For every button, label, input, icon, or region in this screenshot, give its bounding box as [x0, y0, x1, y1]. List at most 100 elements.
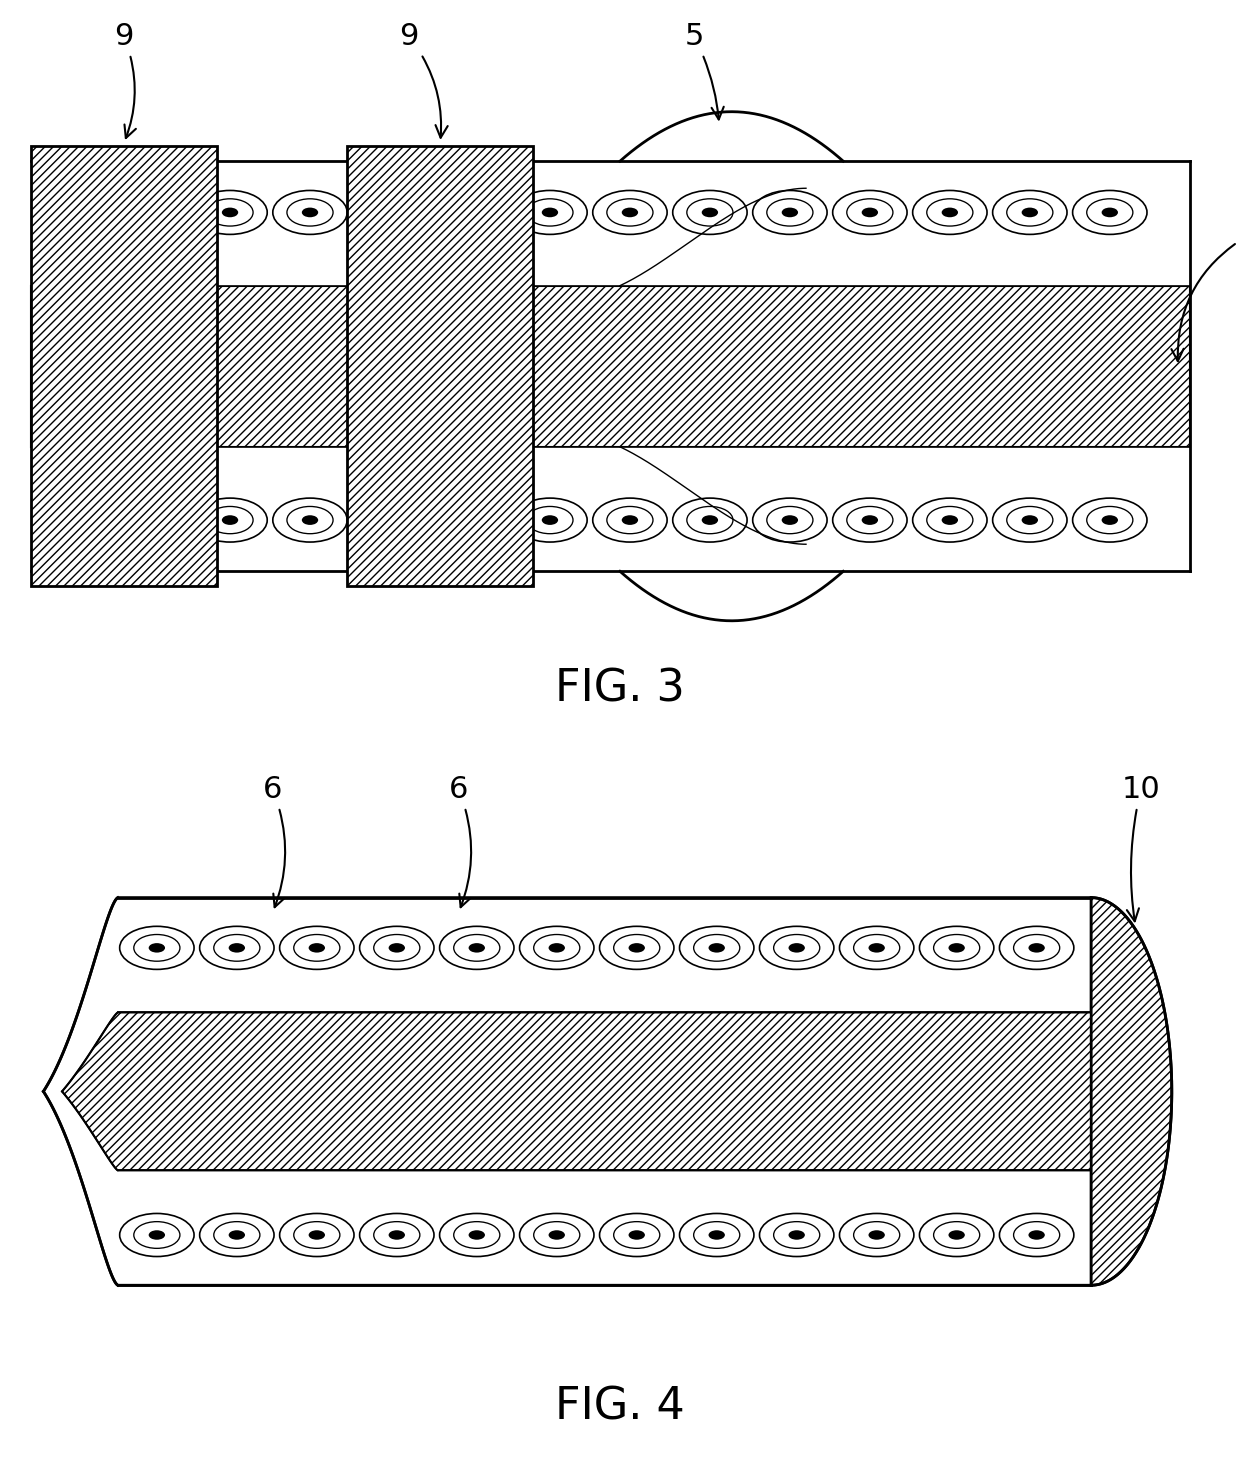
Circle shape	[120, 1213, 193, 1257]
Circle shape	[926, 507, 973, 533]
Circle shape	[141, 516, 159, 524]
Circle shape	[853, 1222, 900, 1248]
Circle shape	[469, 1231, 485, 1239]
Circle shape	[1022, 516, 1038, 524]
Circle shape	[789, 1231, 805, 1239]
Bar	[31, 286, 1190, 447]
Text: FIG. 3: FIG. 3	[556, 668, 684, 711]
Bar	[31, 146, 217, 586]
Circle shape	[759, 1213, 835, 1257]
Circle shape	[941, 516, 959, 524]
Circle shape	[759, 926, 835, 970]
Circle shape	[934, 1222, 980, 1248]
Circle shape	[533, 935, 580, 961]
Circle shape	[388, 1231, 405, 1239]
Circle shape	[47, 507, 93, 533]
Circle shape	[702, 516, 718, 524]
Circle shape	[949, 1231, 965, 1239]
Circle shape	[1013, 1222, 1060, 1248]
Circle shape	[520, 1213, 594, 1257]
Circle shape	[382, 208, 398, 217]
Circle shape	[120, 926, 193, 970]
Circle shape	[600, 1213, 675, 1257]
Circle shape	[461, 208, 479, 217]
Circle shape	[222, 516, 238, 524]
Circle shape	[193, 498, 268, 542]
Polygon shape	[62, 1012, 1091, 1171]
Text: 9: 9	[399, 22, 448, 138]
Circle shape	[621, 516, 639, 524]
Circle shape	[286, 199, 334, 226]
Circle shape	[593, 190, 667, 234]
Circle shape	[388, 943, 405, 952]
Circle shape	[461, 516, 479, 524]
Circle shape	[672, 190, 746, 234]
Circle shape	[941, 208, 959, 217]
Circle shape	[446, 507, 494, 533]
Circle shape	[360, 1213, 434, 1257]
Circle shape	[614, 935, 660, 961]
Circle shape	[149, 943, 165, 952]
Circle shape	[1086, 199, 1133, 226]
Circle shape	[149, 1231, 165, 1239]
Circle shape	[200, 926, 274, 970]
Circle shape	[766, 507, 813, 533]
Circle shape	[62, 516, 78, 524]
Circle shape	[200, 1213, 274, 1257]
Circle shape	[62, 208, 78, 217]
Circle shape	[527, 199, 573, 226]
Circle shape	[920, 1213, 994, 1257]
Circle shape	[360, 926, 434, 970]
Circle shape	[702, 208, 718, 217]
Circle shape	[853, 935, 900, 961]
Circle shape	[228, 1231, 246, 1239]
Circle shape	[373, 935, 420, 961]
Text: 7: 7	[1172, 220, 1240, 362]
Circle shape	[629, 1231, 645, 1239]
Circle shape	[542, 208, 558, 217]
Circle shape	[548, 943, 565, 952]
Circle shape	[542, 516, 558, 524]
Circle shape	[222, 208, 238, 217]
Circle shape	[1073, 498, 1147, 542]
Bar	[347, 146, 533, 586]
Circle shape	[926, 199, 973, 226]
Circle shape	[353, 498, 427, 542]
Circle shape	[913, 498, 987, 542]
Circle shape	[141, 208, 159, 217]
Circle shape	[273, 190, 347, 234]
Circle shape	[113, 190, 187, 234]
Text: 9: 9	[114, 22, 136, 138]
Circle shape	[1086, 507, 1133, 533]
Circle shape	[280, 1213, 355, 1257]
Circle shape	[934, 935, 980, 961]
Polygon shape	[43, 898, 1091, 1285]
Circle shape	[273, 498, 347, 542]
Circle shape	[999, 1213, 1074, 1257]
Circle shape	[469, 943, 485, 952]
Circle shape	[862, 516, 878, 524]
Circle shape	[47, 199, 93, 226]
Circle shape	[33, 190, 107, 234]
Circle shape	[789, 943, 805, 952]
Circle shape	[513, 498, 588, 542]
Circle shape	[687, 199, 733, 226]
Circle shape	[629, 943, 645, 952]
Circle shape	[446, 199, 494, 226]
Circle shape	[868, 943, 885, 952]
Circle shape	[439, 1213, 515, 1257]
Circle shape	[913, 190, 987, 234]
Circle shape	[1022, 208, 1038, 217]
Circle shape	[862, 208, 878, 217]
Circle shape	[1073, 190, 1147, 234]
Circle shape	[774, 1222, 820, 1248]
Circle shape	[228, 943, 246, 952]
Circle shape	[533, 1222, 580, 1248]
Circle shape	[920, 926, 994, 970]
Circle shape	[680, 926, 754, 970]
Circle shape	[1007, 507, 1053, 533]
Circle shape	[213, 1222, 260, 1248]
Circle shape	[600, 926, 675, 970]
Circle shape	[992, 190, 1066, 234]
Circle shape	[134, 935, 180, 961]
